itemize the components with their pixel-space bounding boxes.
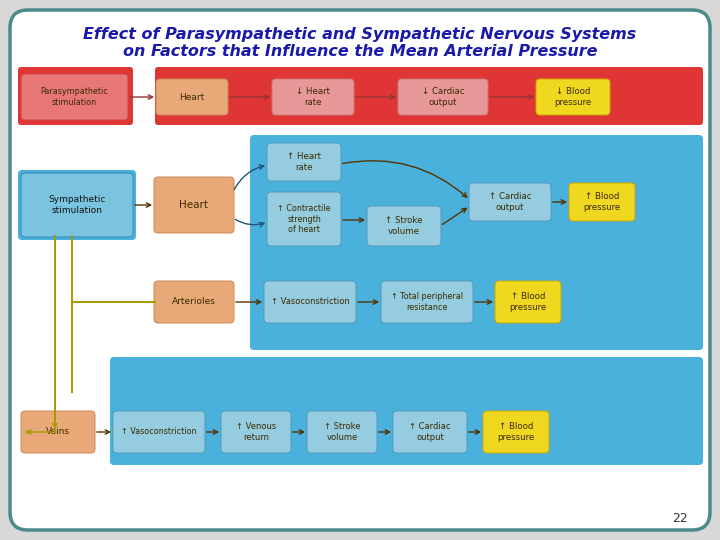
Text: ↑ Stroke
volume: ↑ Stroke volume — [324, 422, 360, 442]
Text: ↑ Heart
rate: ↑ Heart rate — [287, 152, 321, 172]
Text: ↑ Blood
pressure: ↑ Blood pressure — [498, 422, 535, 442]
FancyBboxPatch shape — [381, 281, 473, 323]
FancyBboxPatch shape — [267, 192, 341, 246]
FancyBboxPatch shape — [18, 170, 136, 240]
FancyBboxPatch shape — [110, 357, 703, 465]
FancyBboxPatch shape — [21, 411, 95, 453]
Text: ↓ Blood
pressure: ↓ Blood pressure — [554, 87, 592, 107]
FancyBboxPatch shape — [495, 281, 561, 323]
Text: Heart: Heart — [179, 200, 209, 210]
FancyBboxPatch shape — [393, 411, 467, 453]
FancyBboxPatch shape — [221, 411, 291, 453]
FancyBboxPatch shape — [154, 177, 234, 233]
FancyBboxPatch shape — [21, 74, 128, 120]
FancyBboxPatch shape — [267, 143, 341, 181]
Text: Parasympathetic
stimulation: Parasympathetic stimulation — [40, 87, 109, 107]
Text: ↑ Vasoconstriction: ↑ Vasoconstriction — [271, 298, 349, 307]
Text: ↑ Cardiac
output: ↑ Cardiac output — [409, 422, 451, 442]
Text: Arterioles: Arterioles — [172, 298, 216, 307]
FancyBboxPatch shape — [155, 67, 703, 125]
Text: ↑ Total peripheral
resistance: ↑ Total peripheral resistance — [391, 292, 463, 312]
FancyBboxPatch shape — [156, 79, 228, 115]
Text: 22: 22 — [672, 511, 688, 524]
FancyBboxPatch shape — [569, 183, 635, 221]
Text: ↑ Contractile
strength
of heart: ↑ Contractile strength of heart — [277, 204, 330, 234]
FancyBboxPatch shape — [367, 206, 441, 246]
Text: ↑ Vasoconstriction: ↑ Vasoconstriction — [121, 428, 197, 436]
Text: Sympathetic
stimulation: Sympathetic stimulation — [48, 195, 106, 215]
Text: Veins: Veins — [46, 428, 70, 436]
Text: on Factors that Influence the Mean Arterial Pressure: on Factors that Influence the Mean Arter… — [122, 44, 598, 59]
Text: ↓ Cardiac
output: ↓ Cardiac output — [422, 87, 464, 107]
Text: ↑ Venous
return: ↑ Venous return — [236, 422, 276, 442]
FancyBboxPatch shape — [483, 411, 549, 453]
FancyBboxPatch shape — [21, 173, 133, 237]
Text: Heart: Heart — [179, 92, 204, 102]
FancyBboxPatch shape — [469, 183, 551, 221]
Text: ↑ Cardiac
output: ↑ Cardiac output — [489, 192, 531, 212]
FancyBboxPatch shape — [10, 10, 710, 530]
Text: ↑ Blood
pressure: ↑ Blood pressure — [509, 292, 546, 312]
FancyBboxPatch shape — [272, 79, 354, 115]
Text: ↑ Stroke
volume: ↑ Stroke volume — [385, 217, 423, 235]
FancyBboxPatch shape — [536, 79, 610, 115]
FancyBboxPatch shape — [398, 79, 488, 115]
Text: Effect of Parasympathetic and Sympathetic Nervous Systems: Effect of Parasympathetic and Sympatheti… — [84, 28, 636, 43]
Text: ↓ Heart
rate: ↓ Heart rate — [296, 87, 330, 107]
FancyBboxPatch shape — [18, 67, 133, 125]
FancyBboxPatch shape — [113, 411, 205, 453]
FancyBboxPatch shape — [154, 281, 234, 323]
FancyBboxPatch shape — [250, 135, 703, 350]
FancyBboxPatch shape — [264, 281, 356, 323]
Text: ↑ Blood
pressure: ↑ Blood pressure — [583, 192, 621, 212]
FancyBboxPatch shape — [307, 411, 377, 453]
